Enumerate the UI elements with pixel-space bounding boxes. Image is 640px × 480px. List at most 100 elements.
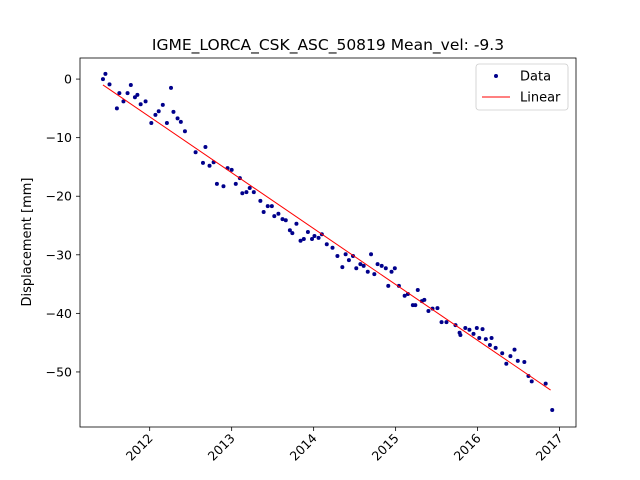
data-point [422,297,427,302]
data-point [182,129,187,134]
data-point [316,235,321,240]
data-point [164,121,169,126]
data-point [489,335,494,340]
data-point [522,359,527,364]
data-point [233,181,238,186]
data-point [402,293,407,298]
legend-label: Data [520,70,551,85]
data-point [435,306,440,311]
data-point [480,327,485,332]
data-point [294,221,299,226]
data-point [193,150,198,155]
data-point [375,262,380,267]
data-point [128,82,133,87]
data-point [543,381,548,386]
data-point [426,309,431,314]
data-point [229,167,234,172]
data-point [330,245,335,250]
data-point [361,263,366,268]
data-point [203,145,208,150]
y-tick-label: −50 [46,364,72,379]
data-point [200,160,205,165]
data-point [467,327,472,332]
data-point [153,112,158,117]
data-point [251,190,256,195]
data-point [463,326,468,331]
data-point [439,320,444,325]
data-point [298,238,303,243]
data-point [121,99,126,104]
data-point [117,91,122,96]
data-point [493,345,498,350]
data-point [310,236,315,241]
data-point [103,71,108,76]
data-point [335,253,340,258]
data-point [240,191,245,196]
data-point [343,252,348,257]
y-tick-label: −20 [46,189,72,204]
data-point [258,198,263,203]
fit-line [102,84,551,391]
data-point [265,204,270,209]
data-point [107,82,112,87]
data-point [365,269,370,274]
data-point [508,354,513,359]
data-point [312,234,317,239]
data-point [269,204,274,209]
data-point [474,326,479,331]
data-point [504,361,509,366]
data-point [125,91,130,96]
data-point [156,109,161,114]
data-point [500,351,505,356]
data-point [430,306,435,311]
data-point [413,303,418,308]
legend-box [475,63,569,111]
data-point [169,85,174,90]
data-point [324,242,329,247]
data-point [287,228,292,233]
data-point [415,287,420,292]
legend-marker [494,74,498,78]
data-point [369,252,374,257]
data-point [526,374,531,379]
y-tick-label: −10 [46,130,72,145]
data-point [379,263,384,268]
data-point [529,379,534,384]
data-point [305,229,310,234]
legend-label: Linear [520,91,561,106]
y-tick-label: 0 [64,72,72,87]
y-tick-label: −40 [46,306,72,321]
data-point [149,121,154,126]
chart-title: IGME_LORCA_CSK_ASC_50819 Mean_vel: -9.3 [152,36,504,55]
data-point [280,217,285,222]
data-point [244,190,249,195]
data-point [383,266,388,271]
data-point [221,184,226,189]
data-point [301,236,306,241]
data-point [143,99,148,104]
data-point [354,266,359,271]
data-point [477,335,482,340]
data-point [114,106,119,111]
data-point [160,102,165,107]
data-point [550,408,555,413]
data-point [175,116,180,121]
data-point [444,320,449,325]
data-point [358,262,363,267]
axes-frame [79,57,577,428]
data-point [290,231,295,236]
data-point [340,265,345,270]
data-point [346,258,351,263]
data-point [487,343,492,347]
data-point [386,283,391,288]
data-point [207,163,212,168]
data-point [372,272,377,277]
data-point [515,358,520,363]
data-point [138,102,143,107]
data-point [100,77,105,82]
data-point [392,266,397,271]
data-point [135,92,140,97]
data-point [247,186,252,191]
data-point [483,337,488,342]
